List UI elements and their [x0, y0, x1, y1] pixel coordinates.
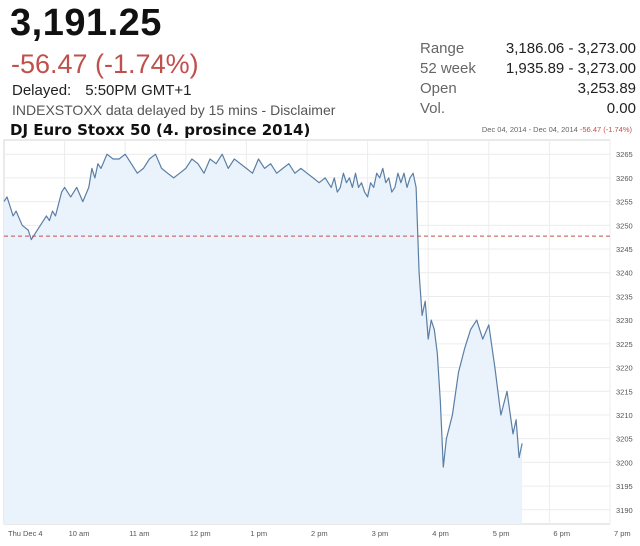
y-tick-label: 3235 — [616, 292, 633, 301]
y-tick-label: 3245 — [616, 245, 633, 254]
stat-label: Open — [420, 80, 457, 97]
y-tick-label: 3205 — [616, 435, 633, 444]
y-tick-label: 3190 — [616, 506, 633, 515]
stat-value: 0.00 — [606, 100, 636, 117]
x-tick-label: 12 pm — [190, 529, 211, 538]
price-change: -56.47 (-1.74%) — [11, 49, 199, 79]
stat-value: 3,253.89 — [577, 80, 636, 97]
x-tick-label: 11 am — [129, 529, 149, 538]
stat-row-volume: Vol. 0.00 — [420, 100, 636, 120]
y-tick-label: 3250 — [616, 221, 633, 230]
x-tick-label: 5 pm — [493, 529, 510, 538]
x-tick-label: 7 pm — [614, 529, 631, 538]
y-tick-label: 3230 — [616, 316, 633, 325]
y-tick-label: 3265 — [616, 150, 633, 159]
stat-label: 52 week — [420, 60, 476, 77]
x-tick-label: 1 pm — [250, 529, 267, 538]
stat-label: Range — [420, 40, 465, 57]
stats-table: Range 3,186.06 - 3,273.00 52 week 1,935.… — [420, 40, 636, 120]
x-tick-label: 10 am — [69, 529, 90, 538]
stat-label: Vol. — [420, 100, 446, 117]
y-tick-label: 3215 — [616, 387, 633, 396]
x-tick-label: 3 pm — [372, 529, 389, 538]
stat-value: 1,935.89 - 3,273.00 — [505, 60, 636, 77]
delayed-label: Delayed: — [12, 82, 72, 99]
stat-row-open: Open 3,253.89 — [420, 80, 636, 100]
x-tick-label: Thu Dec 4 — [8, 529, 43, 538]
chart-range-dates: Dec 04, 2014 - Dec 04, 2014 — [481, 125, 578, 134]
y-tick-label: 3255 — [616, 198, 633, 207]
series-area — [4, 154, 523, 524]
stat-row-52-week: 52 week 1,935.89 - 3,273.00 — [420, 60, 636, 80]
x-tick-label: 4 pm — [432, 529, 449, 538]
x-tick-label: 6 pm — [553, 529, 570, 538]
y-tick-label: 3200 — [616, 458, 633, 467]
delayed-info: Delayed: 5:50PM GMT+1 — [12, 82, 192, 99]
chart-title: DJ Euro Stoxx 50 (4. prosince 2014) — [10, 121, 311, 139]
y-tick-label: 3220 — [616, 364, 633, 373]
y-tick-label: 3240 — [616, 269, 633, 278]
chart-range-change: -56.47 (-1.74%) — [579, 125, 632, 134]
index-price: 3,191.25 — [10, 2, 162, 44]
y-tick-label: 3195 — [616, 482, 633, 491]
chart-date-range: Dec 04, 2014 - Dec 04, 2014 -56.47 (-1.7… — [482, 125, 632, 134]
stat-value: 3,186.06 - 3,273.00 — [505, 40, 636, 57]
delayed-time: 5:50PM GMT+1 — [85, 82, 192, 99]
y-tick-label: 3225 — [616, 340, 633, 349]
series-line — [3, 153, 523, 468]
x-tick-label: 2 pm — [311, 529, 328, 538]
stat-row-range: Range 3,186.06 - 3,273.00 — [420, 40, 636, 60]
y-tick-label: 3210 — [616, 411, 633, 420]
disclaimer-text[interactable]: INDEXSTOXX data delayed by 15 mins - Dis… — [12, 102, 336, 118]
y-tick-label: 3260 — [616, 174, 633, 183]
